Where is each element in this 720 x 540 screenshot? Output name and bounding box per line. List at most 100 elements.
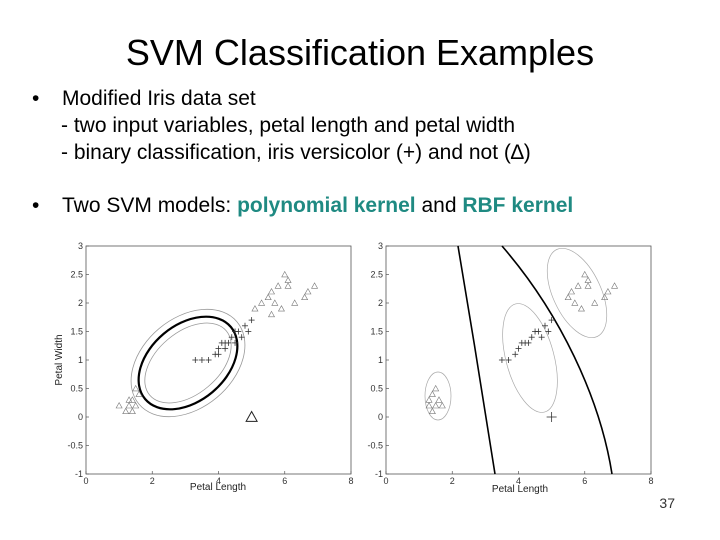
bullet-1-text: Modified Iris data set xyxy=(62,87,256,110)
plus-point xyxy=(192,357,199,363)
sub-2-pre: - binary classification, iris versicolor… xyxy=(61,141,511,164)
rbf-contour-virginica xyxy=(546,247,608,339)
plus-point xyxy=(232,339,239,346)
slide-title: SVM Classification Examples xyxy=(125,32,595,73)
y-tick-label: 1.5 xyxy=(370,327,383,337)
x-tick-label: 0 xyxy=(83,476,88,486)
plus-point xyxy=(515,345,522,352)
y-tick-label: 1 xyxy=(78,355,83,365)
plus-point xyxy=(198,357,205,363)
rbf-contour-versicolor xyxy=(502,303,558,413)
margin-outer xyxy=(130,308,246,418)
triangle-point xyxy=(264,293,272,300)
triangle-point xyxy=(571,299,579,306)
triangle-point xyxy=(291,299,299,306)
y-tick-label: -0.5 xyxy=(367,441,383,451)
triangle-point xyxy=(125,401,133,409)
margin-inner xyxy=(144,322,232,404)
triangle-point xyxy=(267,287,276,295)
triangle-point xyxy=(601,293,609,300)
x-tick-label: 2 xyxy=(150,476,155,486)
y-tick-label: -0.5 xyxy=(67,441,83,451)
plus-point xyxy=(528,334,535,341)
plus-point xyxy=(242,322,248,329)
rbf-kernel-label: RBF kernel xyxy=(462,194,574,217)
triangle-point xyxy=(311,282,319,289)
plus-point xyxy=(215,351,222,358)
y-tick-label: 0.5 xyxy=(370,384,383,394)
plus-point xyxy=(505,357,512,363)
y-tick-label: 2.5 xyxy=(70,270,83,280)
plus-point xyxy=(545,328,552,335)
triangle-point xyxy=(135,390,143,397)
triangle-point xyxy=(425,396,433,403)
triangle-point xyxy=(132,401,140,409)
triangle-point xyxy=(125,396,133,403)
sub-1-text: - two input variables, petal length and … xyxy=(61,114,516,137)
y-axis-label: Petal Width xyxy=(54,334,65,385)
triangle-point xyxy=(425,401,433,409)
rbf-contour-setosa xyxy=(424,371,452,421)
plot-frame xyxy=(85,245,352,475)
triangle-point xyxy=(428,407,436,414)
decision-boundary-right xyxy=(501,245,613,475)
plus-point xyxy=(225,339,232,346)
triangle-point xyxy=(281,270,289,278)
polynomial-kernel-plot: 0 2 4 6 8 -1 -0.5 0 0.5 1 1.5 2 2.5 3 Petal Length Pe… xyxy=(54,241,354,493)
bullet-2-mid: and xyxy=(415,194,463,217)
triangle-point xyxy=(581,270,589,278)
plus-point xyxy=(525,339,532,346)
triangle-point xyxy=(432,384,440,392)
plus-point xyxy=(548,317,555,324)
y-tick-label: 2 xyxy=(78,298,83,308)
triangle-point xyxy=(277,305,285,312)
triangle-point xyxy=(128,407,136,414)
x-tick-label: 0 xyxy=(383,476,388,486)
x-tick-label: 6 xyxy=(282,476,287,486)
plus-point xyxy=(538,334,545,341)
x-tick-label: 2 xyxy=(450,476,455,486)
y-tick-label: 0.5 xyxy=(70,384,83,394)
y-tick-label: -1 xyxy=(375,469,383,479)
y-tick-label: 2.5 xyxy=(370,270,383,280)
triangle-point xyxy=(251,305,259,312)
triangle-point xyxy=(564,293,572,300)
y-tick-label: 3 xyxy=(378,241,383,251)
triangle-point xyxy=(584,282,592,289)
plus-point xyxy=(228,334,235,341)
bullet-1-sub-1: - two input variables, petal length and … xyxy=(32,112,702,139)
bullet-dot-icon: • xyxy=(32,194,40,217)
x-tick-label: 4 xyxy=(216,476,221,486)
triangle-point xyxy=(304,287,312,295)
svm-figure: 0 2 4 6 8 -1 -0.5 0 0.5 1 1.5 2 2.5 3 Petal Length Pe… xyxy=(54,241,654,495)
triangle-point xyxy=(122,407,130,414)
plus-point xyxy=(215,345,222,352)
triangle-point xyxy=(435,396,443,403)
bullet-2: • Two SVM models: polynomial kernel and R… xyxy=(32,192,702,219)
rbf-kernel-plot: 0 2 4 6 8 -1 -0.5 0 0.5 1 1.5 2 2.5 3 Petal Length xyxy=(367,241,653,495)
x-tick-label: 4 xyxy=(516,476,521,486)
x-tick-label: 6 xyxy=(582,476,587,486)
y-tick-label: 1 xyxy=(378,355,383,365)
y-tick-label: 0 xyxy=(78,412,83,422)
triangle-point xyxy=(438,401,446,409)
plus-point xyxy=(248,317,255,324)
x-axis-label: Petal Length xyxy=(190,482,246,493)
y-tick-label: 0 xyxy=(378,412,383,422)
y-tick-label: 2 xyxy=(378,298,383,308)
triangle-point xyxy=(115,401,123,409)
plus-point xyxy=(542,322,548,329)
triangle-point xyxy=(132,384,140,392)
triangle-point xyxy=(611,282,619,289)
triangle-point xyxy=(574,282,582,289)
triangle-point xyxy=(567,287,576,295)
triangle-point xyxy=(267,310,276,318)
triangle-point xyxy=(591,299,599,306)
y-tick-label: 3 xyxy=(78,241,83,251)
plus-point xyxy=(546,412,557,422)
plus-point xyxy=(222,345,229,352)
decision-boundary-left xyxy=(457,245,496,475)
plot-frame xyxy=(385,245,652,475)
triangle-point xyxy=(284,276,292,283)
sub-2-post: ) xyxy=(523,141,531,164)
